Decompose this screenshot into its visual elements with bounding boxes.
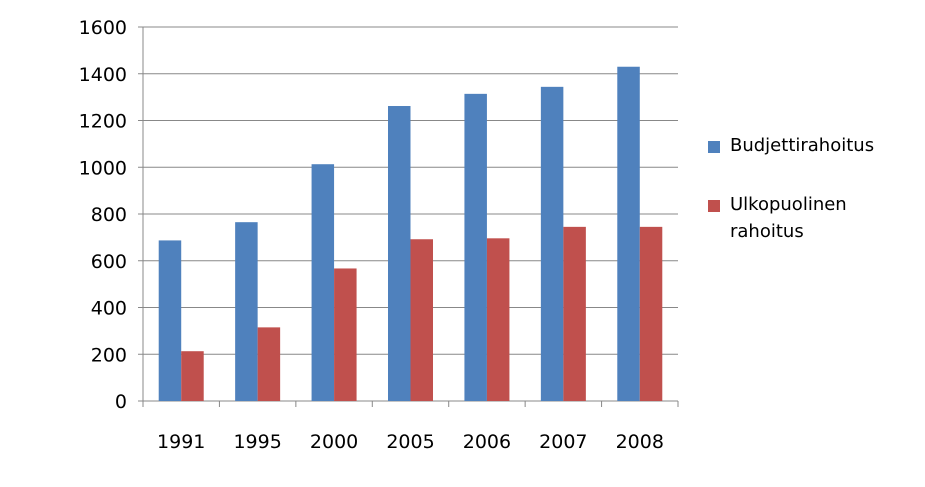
bar-budjettirahoitus-2007 [540,86,564,401]
legend-swatch-ulkopuolinen-rahoitus [708,200,720,212]
x-tick-label: 2005 [386,431,434,453]
y-tick-label: 800 [91,204,127,226]
bar-budjettirahoitus-1991 [158,240,182,401]
x-tick-label: 2008 [616,431,664,453]
y-tick-label: 600 [91,251,127,273]
legend-label-ulkopuolinen-rahoitus: Ulkopuolinen rahoitus [730,194,847,242]
y-tick-label: 200 [91,344,127,366]
legend-item-ulkopuolinen-rahoitus: Ulkopuolinen rahoitus [708,191,918,245]
bar-budjettirahoitus-2006 [464,93,487,401]
y-tick-label: 1400 [79,64,127,86]
bar-budjettirahoitus-2008 [617,66,640,402]
bar-budjettirahoitus-1995 [235,222,258,401]
bar-ulkopuolinen-rahoitus-2000 [334,268,357,401]
y-tick-label: 0 [115,391,127,413]
y-tick-label: 400 [91,298,127,320]
x-tick-label: 2006 [463,431,511,453]
bar-ulkopuolinen-rahoitus-2007 [563,226,586,401]
y-tick-label: 1600 [79,17,127,39]
legend-item-budjettirahoitus: Budjettirahoitus [708,132,918,159]
bar-budjettirahoitus-2005 [388,106,411,401]
bar-ulkopuolinen-rahoitus-2006 [486,238,510,401]
legend-swatch-budjettirahoitus [708,141,720,153]
x-tick-label: 1991 [157,431,205,453]
legend-label-budjettirahoitus: Budjettirahoitus [730,135,875,156]
legend: Budjettirahoitus Ulkopuolinen rahoitus [708,132,918,277]
bar-ulkopuolinen-rahoitus-2005 [410,239,433,401]
x-tick-label: 1995 [233,431,281,453]
bar-budjettirahoitus-2000 [311,164,335,401]
x-tick-label: 2000 [310,431,358,453]
y-tick-label: 1000 [79,157,127,179]
bar-ulkopuolinen-rahoitus-2008 [639,226,663,401]
bar-ulkopuolinen-rahoitus-1995 [257,327,281,401]
y-tick-label: 1200 [79,111,127,133]
bar-ulkopuolinen-rahoitus-1991 [181,351,204,401]
x-tick-label: 2007 [539,431,587,453]
